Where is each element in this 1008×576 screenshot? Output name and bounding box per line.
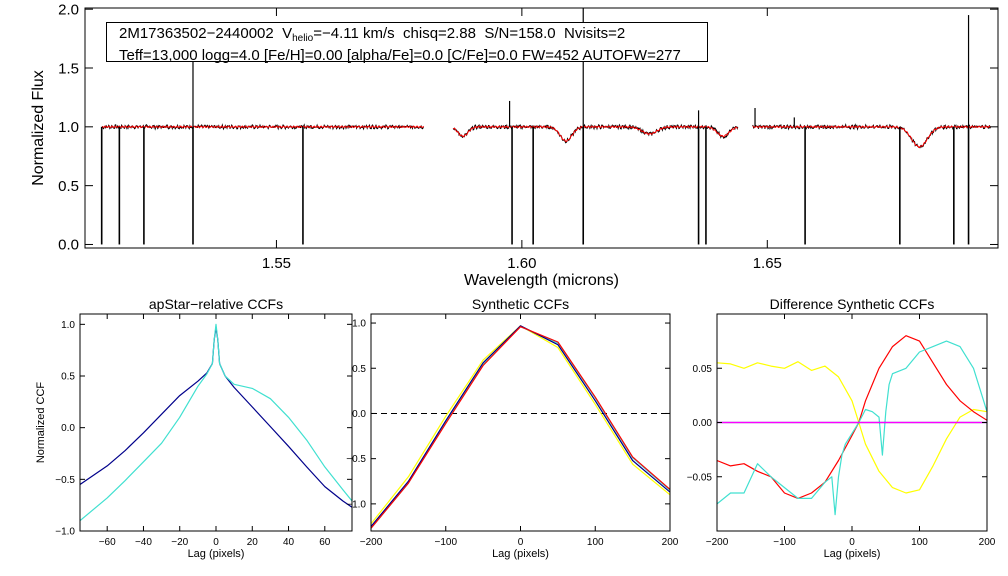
apstar_ccf-series-visit 2: [80, 323, 352, 522]
diff_ccf-title: Difference Synthetic CCFs: [770, 296, 935, 312]
synthetic_ccf-ytick-label: 1.0: [352, 319, 366, 330]
apstar_ccf-title: apStar−relative CCFs: [149, 296, 283, 312]
apstar_ccf-xtick-label: 20: [247, 537, 259, 548]
spectrum-ytick-label: 1.0: [58, 119, 79, 136]
nvisits-value: Nvisits=2: [564, 25, 626, 42]
synthetic_ccf-xtick-label: −100: [434, 537, 457, 548]
apstar_ccf-xtick-label: 0: [213, 537, 219, 548]
apstar_ccf-ytick-label: 1.0: [61, 320, 75, 331]
apstar_ccf-xtick-label: −20: [171, 537, 188, 548]
apstar_ccf-xtick-label: 60: [319, 537, 331, 548]
chisq-value: chisq=2.88: [403, 25, 476, 42]
synthetic_ccf-series-cyan: [371, 326, 670, 529]
synthetic_ccf-ytick-label: 0.5: [352, 364, 366, 375]
diff_ccf-ytick-label: 0.00: [693, 418, 713, 429]
synthetic_ccf-series-navy: [371, 325, 670, 527]
observed-spectrum-line: [752, 122, 991, 149]
spectrum-ytick-label: 0.0: [58, 237, 79, 254]
synthetic_ccf-xtick-label: 100: [587, 537, 604, 548]
vhelio-value: =−4.11 km/s: [313, 25, 395, 42]
synthetic-spectrum-line: [453, 125, 738, 143]
synthetic_ccf-xlabel: Lag (pixels): [492, 548, 549, 560]
synthetic_ccf-title: Synthetic CCFs: [472, 296, 569, 312]
diff_ccf-xtick-label: 100: [911, 537, 928, 548]
spectrum-ytick-label: 0.5: [58, 178, 79, 195]
spectrum-xtick-label: 1.65: [753, 255, 782, 272]
diff_ccf-ytick-label: −0.05: [687, 472, 713, 483]
synthetic_ccf-ytick-label: −1.0: [346, 499, 366, 510]
diff_ccf-xtick-label: −200: [706, 537, 729, 548]
annotation-line-1: 2M17363502−2440002 Vhelio=−4.11 km/s chi…: [119, 25, 707, 47]
spectrum-xlabel: Wavelength (microns): [464, 272, 619, 289]
diff_ccf-xlabel: Lag (pixels): [824, 548, 881, 560]
synthetic_ccf-xtick-label: 0: [518, 537, 524, 548]
vhelio-subscript: helio: [292, 33, 314, 44]
synthetic-spectrum-line: [752, 125, 991, 149]
synthetic_ccf-series-red: [371, 326, 670, 529]
apstar_ccf-xtick-label: −60: [99, 537, 116, 548]
synthetic-spectrum-line: [101, 125, 425, 129]
apstar_ccf-plot-area: [80, 323, 352, 522]
apstar_ccf-series-visit 1: [80, 326, 352, 508]
synthetic_ccf-frame: [370, 313, 671, 532]
synthetic_ccf-plot-area: [371, 325, 670, 529]
apstar_ccf-xtick-label: −40: [135, 537, 152, 548]
observed-spectrum-line: [452, 123, 739, 144]
apstar_ccf-ytick-label: −1.0: [55, 527, 75, 538]
apstar_ccf-ytick-label: −0.5: [55, 475, 75, 486]
spectrum-frame: [84, 7, 999, 249]
apstar_ccf-xlabel: Lag (pixels): [188, 548, 245, 560]
spectrum-ytick-label: 2.0: [58, 1, 79, 18]
diff_ccf-xtick-label: 0: [849, 537, 855, 548]
diff_ccf-xtick-label: −100: [773, 537, 796, 548]
diff_ccf-series-yellow: [717, 361, 987, 494]
synthetic_ccf-xtick-label: −200: [360, 537, 383, 548]
apstar_ccf-xtick-label: 40: [283, 537, 295, 548]
apstar_ccf-ylabel: Normalized CCF: [35, 382, 47, 464]
spectrum-xtick-label: 1.60: [507, 255, 536, 272]
apstar_ccf-ytick-label: 0.5: [61, 372, 75, 383]
sn-value: S/N=158.0: [484, 25, 556, 42]
spectrum-xtick-label: 1.55: [262, 255, 291, 272]
annotation-line-2: Teff=13,000 logg=4.0 [Fe/H]=0.00 [alpha/…: [119, 47, 681, 64]
spectrum-ylabel: Normalized Flux: [30, 70, 47, 186]
spectrum-annotation-box: 2M17363502−2440002 Vhelio=−4.11 km/s chi…: [106, 22, 708, 64]
diff_ccf-series-cyan: [717, 340, 987, 516]
apstar_ccf-ytick-label: 0.0: [61, 423, 75, 434]
synthetic_ccf-ytick-label: 0.0: [352, 409, 366, 420]
vhelio-label: V: [282, 25, 293, 42]
synthetic_ccf-series-yellow: [371, 325, 670, 525]
spectrum-ytick-label: 1.5: [58, 60, 79, 77]
synthetic_ccf-ytick-label: −0.5: [346, 454, 366, 465]
synthetic_ccf-xtick-label: 200: [662, 537, 679, 548]
apstar_ccf-frame: [79, 313, 353, 532]
diff_ccf-series-red: [717, 335, 987, 499]
diff_ccf-ytick-label: 0.05: [693, 364, 713, 375]
diff_ccf-plot-area: [717, 335, 987, 516]
diff_ccf-xtick-label: 200: [979, 537, 996, 548]
star-id: 2M17363502−2440002: [119, 25, 274, 42]
